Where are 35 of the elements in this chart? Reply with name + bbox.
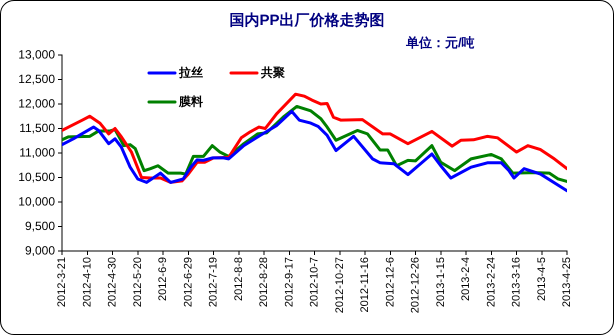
x-tick-label: 2012-12-26	[410, 257, 422, 314]
x-tick-label: 2013-4-25	[561, 257, 574, 308]
x-tick-label: 2012-6-9	[157, 257, 170, 302]
y-tick-label: 10,500	[18, 170, 56, 184]
y-tick-label: 10,000	[18, 194, 56, 208]
x-tick-label: 2012-4-30	[106, 257, 119, 308]
x-tick-label: 2012-3-21	[56, 257, 68, 308]
x-tick-label: 2012-5-20	[132, 257, 144, 308]
y-tick-label: 11,000	[19, 145, 56, 160]
x-tick-label: 2012-6-29	[182, 257, 194, 308]
x-tick-label: 2013-1-15	[434, 257, 447, 308]
x-tick-label: 2013-2-24	[485, 257, 498, 308]
y-tick-label: 13,000	[18, 47, 56, 62]
x-tick-label: 2012-7-19	[208, 257, 220, 308]
y-tick-label: 9,500	[24, 218, 56, 233]
legend-label: 拉丝	[178, 65, 203, 80]
x-tick-label: 2012-12-6	[384, 257, 396, 308]
legend-label: 共聚	[260, 65, 285, 80]
x-tick-label: 2012-11-16	[359, 257, 372, 312]
x-tick-label: 2012-8-28	[258, 257, 270, 308]
x-tick-label: 2013-3-16	[510, 257, 523, 308]
y-tick-label: 11,500	[19, 120, 56, 135]
legend-label: 膜料	[178, 94, 203, 108]
x-tick-label: 2012-10-7	[308, 257, 321, 308]
chart-subtitle: 单位：元/吨	[406, 34, 475, 52]
y-tick-label: 9,000	[24, 243, 56, 258]
chart-title: 国内PP出厂价格走势图	[228, 11, 386, 30]
x-tick-label: 2012-10-27	[334, 257, 346, 314]
x-tick-label: 2012-8-8	[232, 257, 245, 302]
x-tick-label: 2013-4-5	[536, 257, 548, 302]
x-tick-label: 2012-4-10	[81, 257, 94, 308]
x-tick-label: 2013-2-4	[460, 257, 472, 302]
y-tick-label: 12,000	[18, 96, 56, 110]
x-tick-label: 2012-9-17	[283, 257, 296, 308]
y-tick-label: 12,500	[18, 72, 56, 86]
